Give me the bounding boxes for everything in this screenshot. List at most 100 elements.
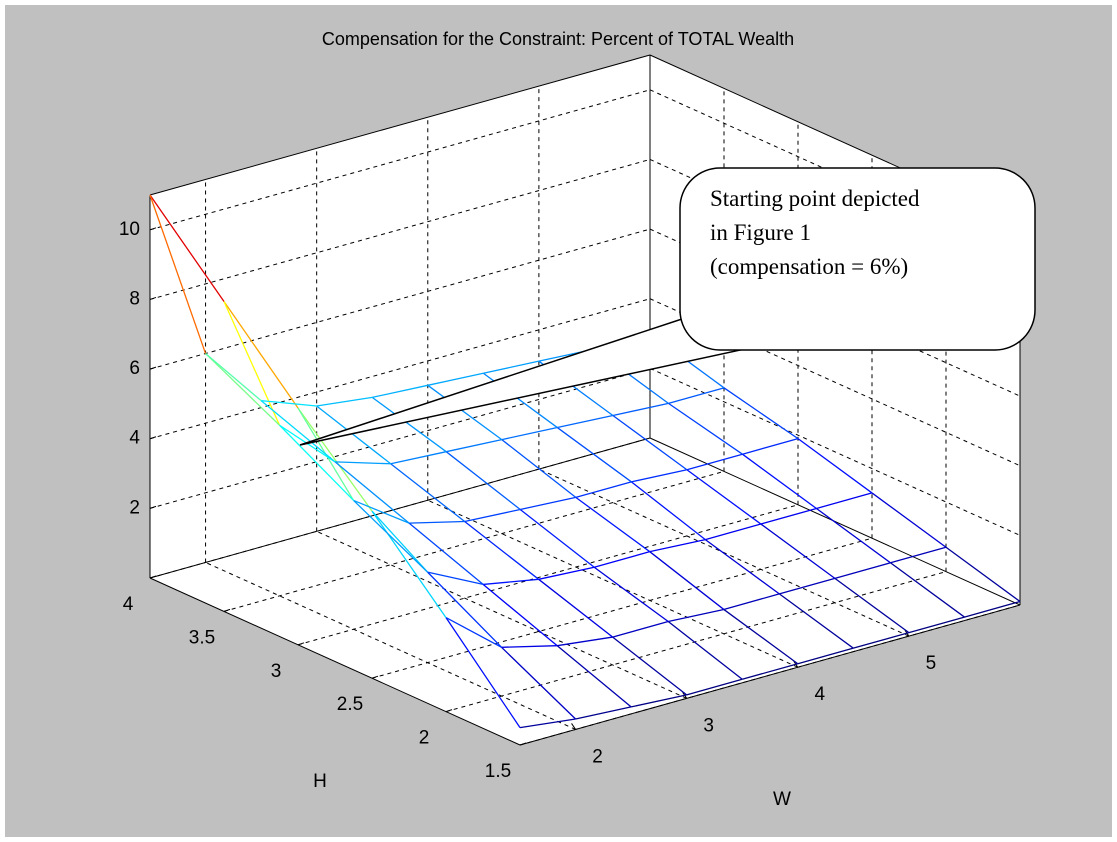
mesh-line (668, 402, 743, 455)
mesh-line (445, 451, 521, 510)
mesh-line (834, 562, 891, 579)
grid-line (205, 561, 576, 730)
grid-line (371, 537, 873, 679)
grid-line (649, 367, 1021, 536)
mesh-line (612, 636, 688, 696)
tick-mark (445, 709, 453, 713)
mesh-line (853, 632, 910, 649)
mesh-line (149, 194, 225, 302)
callout-text: in Figure 1 (710, 220, 811, 245)
mesh-line (501, 645, 558, 648)
x-axis-line (519, 604, 1021, 746)
mesh-line (353, 499, 429, 573)
y-tick-label: 2.5 (337, 694, 363, 715)
mesh-line (556, 427, 632, 483)
tick-mark (371, 675, 379, 679)
mesh-line (371, 396, 447, 453)
mesh-line (223, 301, 299, 409)
x-tick-label: 5 (926, 653, 937, 674)
mesh-line (575, 481, 632, 499)
grid-line (149, 89, 651, 231)
mesh-line (297, 407, 373, 512)
mesh-line (964, 600, 1021, 618)
mesh-line (483, 578, 539, 586)
mesh-line (557, 636, 613, 647)
callout-box (679, 167, 1036, 351)
mesh-line (760, 523, 836, 579)
mesh-line (445, 617, 521, 728)
mesh-line (575, 706, 632, 720)
mesh-line (797, 647, 854, 665)
mesh-line (427, 571, 484, 586)
mesh-line (390, 451, 447, 465)
mesh-line (501, 439, 577, 498)
mesh-line (223, 301, 281, 426)
mesh-line (816, 492, 873, 510)
mesh-line (816, 507, 891, 564)
mesh-line (704, 539, 780, 595)
mesh-line (446, 438, 502, 453)
z-tick-label: 10 (119, 219, 140, 240)
grid-line (427, 499, 798, 668)
mesh-line (353, 499, 410, 524)
mesh-line (612, 414, 688, 471)
mesh-line (557, 414, 614, 429)
z-tick-label: 8 (129, 288, 140, 309)
mesh-line (797, 438, 873, 494)
y-tick-label: 2 (419, 728, 430, 749)
mesh-line (667, 621, 743, 680)
mesh-line (779, 577, 836, 595)
mesh-line (593, 566, 669, 623)
mesh-line (594, 551, 650, 568)
z-tick-label: 2 (129, 497, 140, 518)
grid-line (149, 228, 651, 370)
floor (150, 438, 1020, 745)
mesh-line (908, 616, 965, 634)
mesh-line (501, 426, 558, 441)
mesh-line (649, 551, 725, 610)
grid-line (149, 437, 651, 579)
y-tick-label: 3 (271, 661, 282, 682)
mesh-line (427, 384, 503, 441)
mesh-line (612, 620, 669, 638)
mesh-line (742, 663, 798, 680)
mesh-line (686, 678, 743, 696)
tick-mark (149, 227, 157, 231)
mesh-line (483, 360, 540, 374)
tick-mark (149, 436, 157, 440)
mesh-line (778, 593, 854, 649)
grid-line (149, 158, 651, 300)
grid-line (149, 367, 651, 509)
callout-text: (compensation = 6%) (710, 254, 908, 279)
z-tick-label: 6 (129, 358, 140, 379)
mesh-line (464, 521, 540, 580)
mesh-line (834, 577, 910, 634)
grid-line (149, 298, 651, 440)
grid-line (316, 530, 687, 699)
x-tick-label: 2 (592, 746, 603, 767)
grid-line (297, 504, 799, 646)
mesh-line (427, 571, 503, 648)
z-tick-label: 4 (129, 428, 140, 449)
back-wall (150, 55, 650, 578)
mesh-line (575, 496, 651, 553)
mesh-line (316, 396, 373, 407)
y-tick-label: 3.5 (189, 627, 215, 648)
mesh-line (427, 372, 484, 386)
y-tick-label: 4 (123, 594, 134, 615)
y-axis-label: H (313, 771, 327, 792)
mesh-line (668, 608, 724, 623)
mesh-line (631, 469, 688, 483)
x-axis-label: W (773, 789, 791, 810)
mesh-line (630, 481, 706, 541)
mesh-line (335, 461, 391, 465)
callout: Starting point depicted in Figure 1 (com… (299, 167, 1036, 446)
mesh-line (705, 523, 762, 541)
tick-mark (149, 296, 157, 300)
mesh-line (612, 402, 669, 417)
tick-mark (149, 505, 157, 509)
mesh-line (686, 469, 762, 525)
mesh-line (260, 400, 336, 463)
mesh-line (890, 546, 947, 564)
